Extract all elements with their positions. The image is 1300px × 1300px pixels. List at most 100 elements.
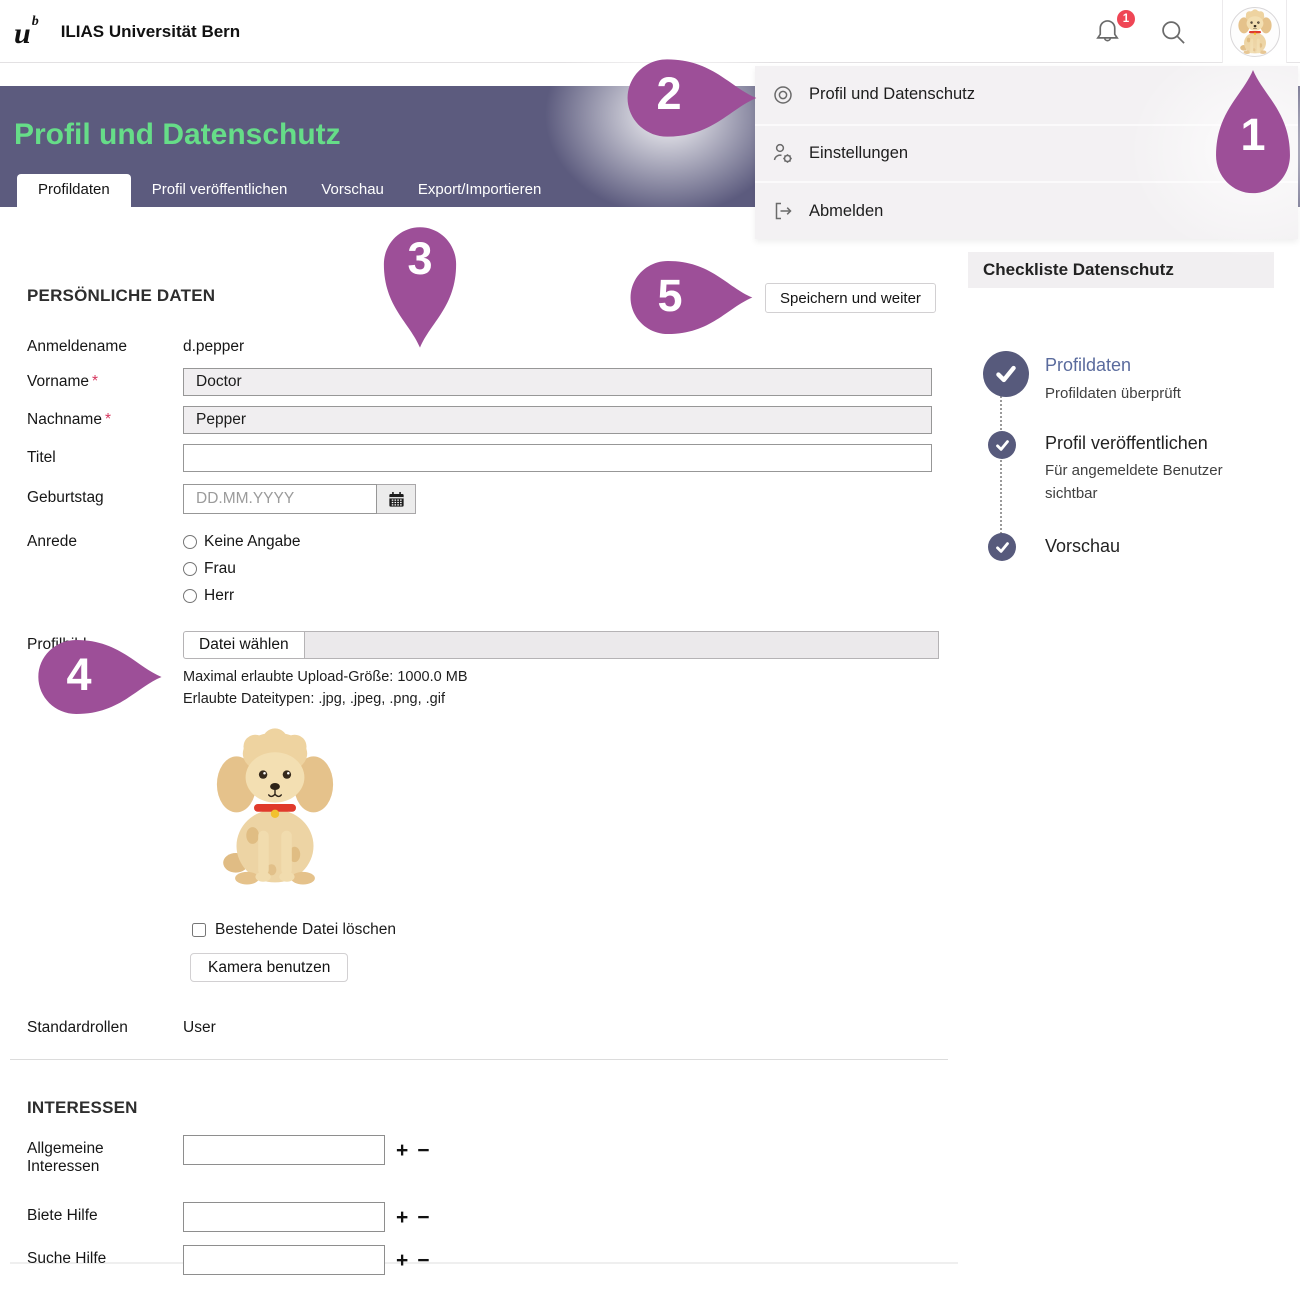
- menu-item-abmelden[interactable]: Abmelden: [755, 181, 1298, 239]
- anrede-option-keine-angabe: Keine Angabe: [183, 528, 948, 555]
- notifications-button[interactable]: 1: [1092, 9, 1135, 47]
- titel-input[interactable]: [183, 444, 932, 472]
- row-standardrollen: Standardrollen User: [27, 1014, 948, 1037]
- radio-keine-angabe[interactable]: [183, 534, 197, 549]
- row-suche-hilfe: Suche Hilfe + −: [27, 1245, 948, 1275]
- filetypes-hint: Erlaubte Dateitypen: .jpg, .jpeg, .png, …: [183, 691, 445, 707]
- remove-entry-button[interactable]: −: [417, 1205, 430, 1229]
- profile-form: PERSÖNLICHE DATEN Anmeldename d.pepper V…: [0, 207, 948, 1275]
- geburtstag-input[interactable]: [183, 484, 377, 514]
- required-marker: *: [104, 411, 112, 428]
- row-profilbild: Profilbild Datei wählen Maximal erlaubte…: [27, 631, 948, 982]
- choose-file-button[interactable]: Datei wählen: [183, 631, 305, 659]
- checklist-step-sublabel: Für angemeldete Benutzer sichtbar: [1045, 462, 1223, 502]
- top-header: ub ILIAS Universität Bern 1: [0, 0, 1300, 63]
- standardrollen-label: Standardrollen: [27, 1019, 128, 1036]
- geburtstag-label: Geburtstag: [27, 489, 104, 506]
- tab-profil-veroeffentlichen[interactable]: Profil veröffentlichen: [151, 181, 288, 198]
- suche-hilfe-input[interactable]: [183, 1245, 385, 1275]
- brand-title: ILIAS Universität Bern: [60, 21, 241, 41]
- delete-file-checkbox[interactable]: [192, 923, 206, 937]
- delete-file-label: Bestehende Datei löschen: [215, 921, 396, 938]
- step-check-icon: [988, 431, 1016, 459]
- section-divider: [10, 1059, 948, 1060]
- notification-badge: 1: [1117, 9, 1135, 28]
- settings-user-gear-icon: [771, 141, 795, 165]
- avatar: [1229, 6, 1280, 57]
- tab-vorschau[interactable]: Vorschau: [321, 181, 384, 198]
- menu-item-einstellungen[interactable]: Einstellungen: [755, 123, 1298, 182]
- anrede-option-herr: Herr: [183, 582, 948, 609]
- add-entry-button[interactable]: +: [396, 1138, 409, 1162]
- titel-label: Titel: [27, 449, 56, 466]
- upload-size-hint: Maximal erlaubte Upload-Größe: 1000.0 MB: [183, 669, 468, 685]
- unibe-logo: ub: [14, 13, 39, 50]
- menu-item-profil-und-datenschutz[interactable]: Profil und Datenschutz: [755, 66, 1298, 124]
- nachname-label: Nachname *: [27, 411, 112, 428]
- anrede-label: Anrede: [27, 533, 77, 550]
- row-allgemeine-interessen: Allgemeine Interessen + −: [27, 1135, 948, 1176]
- row-anmeldename: Anmeldename d.pepper: [27, 333, 948, 356]
- radio-label: Herr: [204, 586, 235, 604]
- row-anrede: Anrede Keine Angabe Frau Herr: [27, 528, 948, 609]
- profilbild-label: Profilbild: [27, 636, 87, 653]
- remove-entry-button[interactable]: −: [417, 1248, 430, 1272]
- radio-label: Keine Angabe: [204, 532, 301, 550]
- vorname-label: Vorname *: [27, 373, 99, 390]
- file-name-area[interactable]: [304, 631, 939, 659]
- tab-bar: Profildaten Profil veröffentlichen Vorsc…: [17, 174, 558, 207]
- radio-herr[interactable]: [183, 588, 197, 603]
- checklist-heading: Checkliste Datenschutz: [968, 252, 1274, 288]
- search-icon: [1162, 20, 1185, 44]
- add-entry-button[interactable]: +: [396, 1205, 409, 1229]
- checklist-step-sublabel: Profildaten überprüft: [1045, 385, 1181, 402]
- user-dropdown-menu: Profil und Datenschutz Einstellungen: [755, 66, 1298, 239]
- checklist-datenschutz: Checkliste Datenschutz Profildaten Profi…: [968, 252, 1274, 561]
- add-entry-button[interactable]: +: [396, 1248, 409, 1272]
- header-actions: 1: [1092, 0, 1188, 63]
- interessen-heading: INTERESSEN: [27, 1098, 138, 1117]
- save-and-continue-button[interactable]: Speichern und weiter: [765, 283, 936, 313]
- anmeldename-value: d.pepper: [183, 338, 245, 355]
- allgemeine-interessen-label: Allgemeine Interessen: [27, 1140, 104, 1175]
- remove-entry-button[interactable]: −: [417, 1138, 430, 1162]
- row-nachname: Nachname *: [27, 406, 948, 434]
- bottom-divider: [10, 1262, 958, 1264]
- anmeldename-label: Anmeldename: [27, 338, 127, 355]
- row-titel: Titel: [27, 444, 948, 472]
- delete-file-row: Bestehende Datei löschen: [183, 921, 948, 939]
- step-check-icon: [988, 533, 1016, 561]
- biete-hilfe-label: Biete Hilfe: [27, 1207, 98, 1224]
- checklist-connector: [1000, 396, 1002, 538]
- use-camera-button[interactable]: Kamera benutzen: [190, 953, 349, 982]
- calendar-icon: [388, 491, 404, 507]
- checklist-step-profil-veroeffentlichen[interactable]: Profil veröffentlichen: [1045, 433, 1208, 453]
- standardrollen-value: User: [183, 1019, 216, 1036]
- anrede-option-frau: Frau: [183, 555, 948, 582]
- profile-dog-image: [205, 719, 345, 889]
- row-biete-hilfe: Biete Hilfe + −: [27, 1202, 948, 1232]
- row-geburtstag: Geburtstag: [27, 484, 948, 514]
- calendar-button[interactable]: [377, 484, 416, 514]
- avatar-button[interactable]: [1222, 0, 1287, 63]
- nachname-input[interactable]: [183, 406, 932, 434]
- required-marker: *: [92, 373, 99, 390]
- radio-label: Frau: [204, 559, 236, 577]
- logout-icon: [771, 199, 795, 223]
- checklist-step-vorschau[interactable]: Vorschau: [1045, 536, 1121, 556]
- biete-hilfe-input[interactable]: [183, 1202, 385, 1232]
- tab-export-importieren[interactable]: Export/Importieren: [417, 181, 542, 198]
- search-button[interactable]: [1158, 17, 1188, 47]
- allgemeine-interessen-input[interactable]: [183, 1135, 385, 1165]
- personal-data-heading: PERSÖNLICHE DATEN: [27, 286, 216, 305]
- step-check-icon: [983, 351, 1029, 397]
- radio-frau[interactable]: [183, 561, 197, 576]
- bell-icon: [1095, 20, 1119, 42]
- dog-avatar-image: [1234, 7, 1276, 55]
- file-upload-control: Datei wählen: [183, 631, 948, 659]
- checklist-step-profildaten[interactable]: Profildaten: [1045, 355, 1132, 375]
- brand-area: ub ILIAS Universität Bern: [14, 0, 240, 63]
- vorname-input[interactable]: [183, 368, 932, 396]
- tab-profildaten[interactable]: Profildaten: [17, 174, 131, 207]
